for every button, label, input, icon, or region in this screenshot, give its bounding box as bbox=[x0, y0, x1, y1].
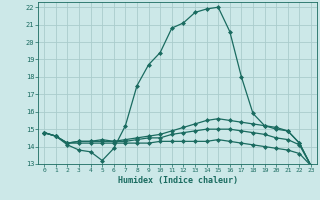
X-axis label: Humidex (Indice chaleur): Humidex (Indice chaleur) bbox=[118, 176, 238, 185]
